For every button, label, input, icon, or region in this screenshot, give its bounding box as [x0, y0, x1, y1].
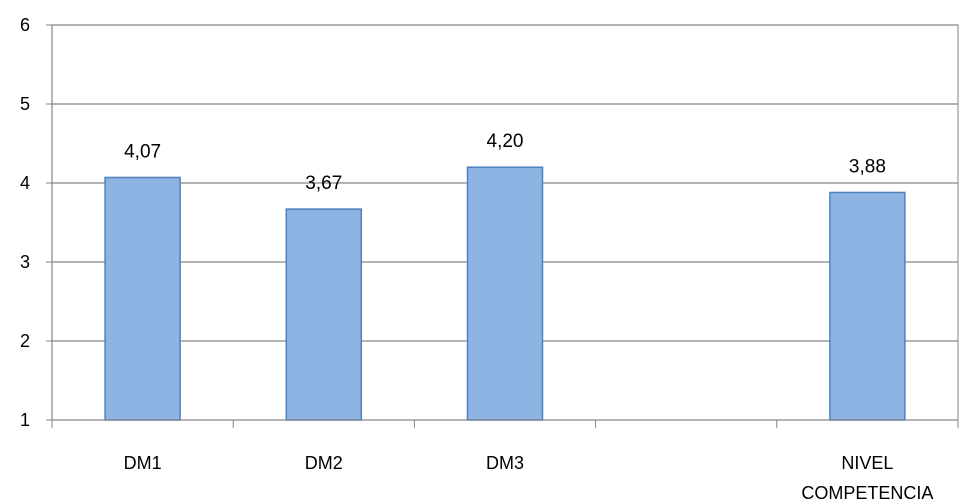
axes [46, 24, 959, 428]
data-label: 4,07 [124, 141, 161, 162]
data-label: 3,88 [849, 156, 886, 177]
y-tick-label: 5 [20, 94, 30, 114]
y-tick-label: 3 [20, 252, 30, 272]
category-label: DM1 [124, 453, 162, 473]
category-label: DM3 [486, 453, 524, 473]
data-label: 4,20 [487, 131, 524, 152]
y-tick-label: 4 [20, 173, 30, 193]
bar [829, 191, 906, 421]
y-tick-label: 2 [20, 331, 30, 351]
y-tick-label: 1 [20, 410, 30, 430]
bar [466, 166, 544, 421]
data-label: 3,67 [305, 173, 342, 194]
y-tick-label: 6 [20, 15, 30, 35]
bar [104, 176, 181, 421]
labels: 1 2 3 4 5 6 4,07 DM1 3,67 DM2 4,20 DM3 3,88 NIVEL COMP… [20, 15, 933, 502]
category-label: NIVEL [841, 453, 893, 473]
category-label: DM2 [305, 453, 343, 473]
bar [285, 208, 363, 421]
category-label: COMPETENCIA [801, 483, 933, 502]
bars [104, 166, 906, 421]
